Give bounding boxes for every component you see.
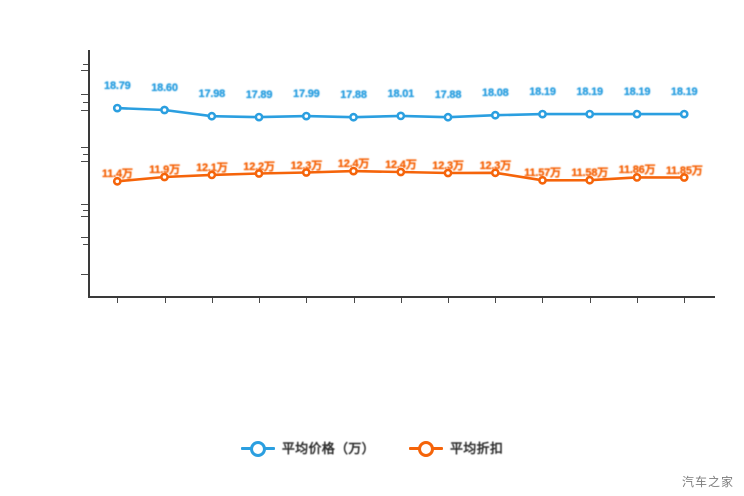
- x-tick: [684, 298, 685, 303]
- data-point-marker: [207, 111, 217, 121]
- data-label: 12.1万: [196, 161, 228, 174]
- data-label: 12.4万: [385, 159, 417, 171]
- data-label: 18.79: [104, 80, 131, 93]
- x-tick: [637, 298, 638, 303]
- data-point-marker: [632, 109, 642, 119]
- data-label: 17.98: [198, 88, 226, 101]
- y-tick: [81, 237, 88, 238]
- x-tick: [448, 298, 449, 303]
- data-label: 18.19: [529, 86, 556, 99]
- legend-item-average-price[interactable]: 平均价格（万）: [240, 438, 375, 457]
- data-label: 12.2万: [243, 160, 275, 173]
- data-label: 12.3万: [432, 160, 464, 172]
- y-tick: [83, 210, 88, 211]
- y-tick: [81, 274, 88, 275]
- data-label: 11.4万: [101, 168, 133, 181]
- data-label: 18.08: [482, 87, 509, 100]
- data-label: 17.99: [293, 88, 320, 101]
- y-tick: [83, 244, 88, 245]
- y-tick: [81, 70, 88, 71]
- data-label: 17.89: [245, 89, 273, 102]
- data-label: 11.9万: [149, 164, 180, 176]
- data-point-marker: [490, 110, 500, 120]
- data-label: 12.4万: [337, 158, 370, 171]
- series-average-price: [112, 103, 689, 122]
- x-tick: [117, 298, 118, 303]
- data-label: 12.3万: [290, 159, 323, 172]
- y-tick: [83, 102, 88, 103]
- data-point-marker: [301, 111, 311, 121]
- y-tick: [81, 161, 88, 162]
- x-tick: [212, 298, 213, 303]
- y-axis: [88, 50, 90, 298]
- data-point-marker: [396, 111, 406, 121]
- legend-label-average-price: 平均价格（万）: [281, 441, 375, 456]
- y-tick: [81, 147, 88, 148]
- data-point-marker: [538, 109, 547, 119]
- x-tick: [542, 298, 543, 303]
- x-tick: [354, 298, 355, 303]
- legend-marker-circle-ring-line-blue: [240, 440, 275, 457]
- legend-marker-circle-ring-line-orange: [408, 440, 443, 457]
- data-label: 12.3万: [479, 159, 512, 172]
- data-label: 18.01: [387, 87, 415, 100]
- x-axis: [88, 296, 715, 298]
- data-point-marker: [443, 112, 453, 122]
- y-tick: [81, 216, 88, 217]
- data-point-marker: [254, 112, 264, 122]
- chart-legend: 平均价格（万） 平均折扣: [0, 438, 744, 457]
- data-label: 18.19: [576, 86, 603, 99]
- data-point-marker: [585, 109, 595, 119]
- y-tick: [83, 154, 88, 155]
- y-tick: [81, 110, 88, 111]
- data-label: 18.19: [670, 86, 698, 99]
- data-label: 11.85万: [665, 164, 703, 177]
- watermark-autohome: 汽车之家: [681, 475, 734, 489]
- x-tick: [590, 298, 591, 303]
- y-tick: [81, 204, 88, 205]
- x-tick: [306, 298, 307, 303]
- data-label: 18.19: [623, 86, 651, 99]
- data-label: 11.57万: [524, 167, 561, 180]
- data-point-marker: [160, 105, 169, 115]
- data-point-marker: [679, 109, 689, 119]
- data-point-marker: [112, 103, 122, 113]
- legend-item-average-discount[interactable]: 平均折扣: [408, 438, 504, 457]
- data-label: 17.88: [434, 89, 462, 102]
- data-label: 18.60: [151, 82, 178, 94]
- x-tick: [259, 298, 260, 303]
- data-label: 11.86万: [618, 164, 656, 177]
- y-tick: [83, 64, 88, 65]
- data-point-marker: [349, 112, 358, 122]
- x-tick: [495, 298, 496, 303]
- y-tick: [81, 94, 88, 95]
- data-label: 11.58万: [571, 167, 609, 180]
- x-tick: [401, 298, 402, 303]
- data-label: 17.88: [340, 89, 367, 102]
- legend-label-average-discount: 平均折扣: [449, 441, 504, 456]
- x-tick: [165, 298, 166, 303]
